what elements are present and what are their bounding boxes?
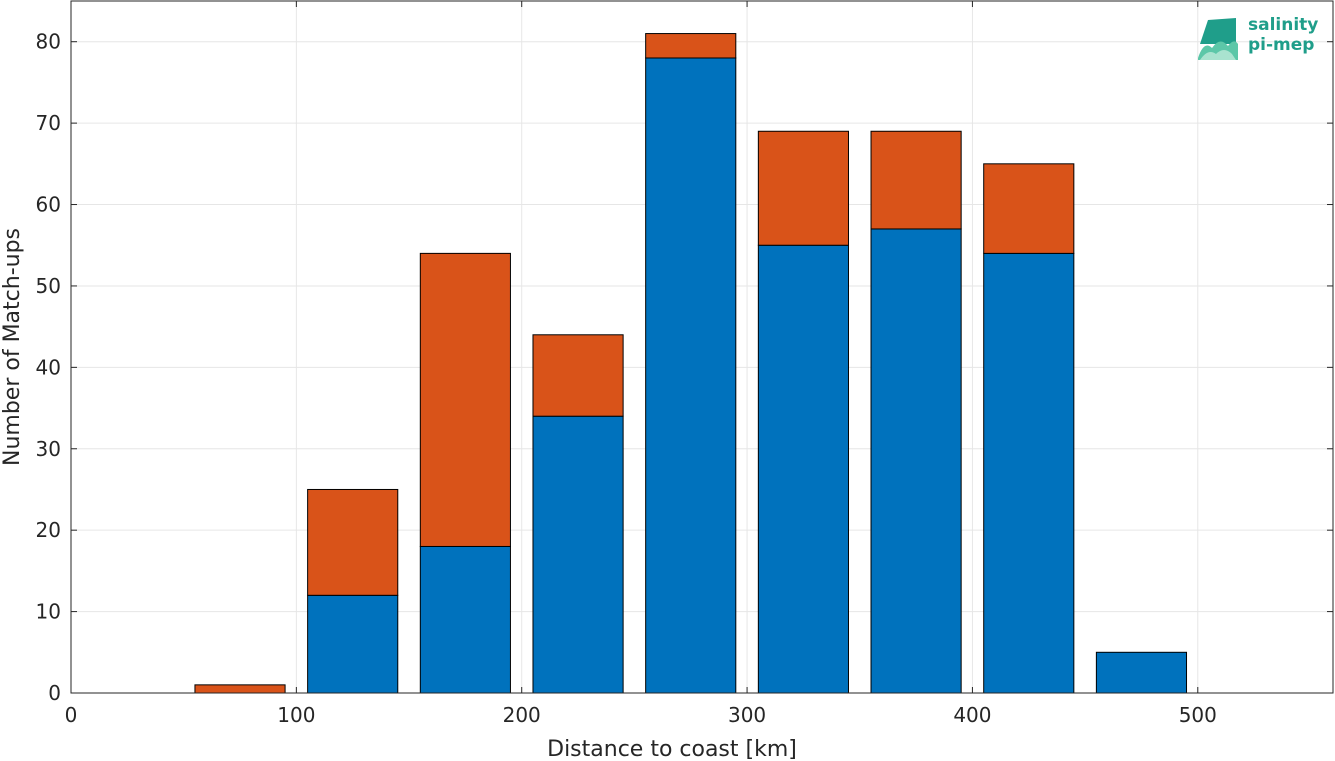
bar-series-2 bbox=[419, 252, 511, 547]
x-tick-label: 400 bbox=[953, 703, 991, 727]
x-tick-label: 0 bbox=[65, 703, 78, 727]
bar-series-1 bbox=[983, 252, 1075, 694]
bar-series-2 bbox=[983, 163, 1075, 254]
bar-series-2 bbox=[645, 33, 737, 59]
bar-series-2 bbox=[194, 684, 286, 694]
y-tick-label: 20 bbox=[36, 518, 61, 542]
y-tick-label: 50 bbox=[36, 274, 61, 298]
bar-series-2 bbox=[532, 334, 624, 417]
y-tick-label: 0 bbox=[48, 681, 61, 705]
bar-series-1 bbox=[757, 244, 849, 694]
bars bbox=[194, 33, 1188, 694]
y-tick-label: 10 bbox=[36, 600, 61, 624]
bar-series-1 bbox=[532, 415, 624, 694]
y-tick-label: 40 bbox=[36, 355, 61, 379]
y-tick-label: 30 bbox=[36, 437, 61, 461]
x-tick-label: 100 bbox=[277, 703, 315, 727]
x-tick-label: 500 bbox=[1179, 703, 1217, 727]
y-axis-ticks: 0 10 20 30 40 50 60 70 80 bbox=[36, 30, 1333, 705]
y-tick-label: 80 bbox=[36, 30, 61, 54]
salinity-pi-mep-logo: salinity pi-mep bbox=[1196, 12, 1326, 66]
waves-logo-icon bbox=[1198, 18, 1238, 60]
bar-series-2 bbox=[870, 130, 962, 230]
logo-line-2: pi-mep bbox=[1248, 35, 1315, 55]
x-tick-label: 300 bbox=[728, 703, 766, 727]
y-tick-label: 60 bbox=[36, 193, 61, 217]
bar-series-1 bbox=[1095, 651, 1188, 694]
bar-series-1 bbox=[645, 57, 737, 694]
x-axis-label: Distance to coast [km] bbox=[547, 737, 797, 761]
y-axis-label: Number of Match-ups bbox=[0, 228, 25, 466]
bar-series-1 bbox=[307, 594, 399, 694]
y-tick-label: 70 bbox=[36, 111, 61, 135]
x-axis-ticks: 0 100 200 300 400 500 bbox=[65, 1, 1217, 727]
bar-series-1 bbox=[870, 228, 962, 694]
bar-series-2 bbox=[757, 130, 849, 246]
axes-box bbox=[70, 0, 1334, 694]
x-tick-label: 200 bbox=[503, 703, 541, 727]
bar-series-1 bbox=[419, 545, 511, 694]
bar-series-2 bbox=[307, 488, 399, 596]
logo-line-1: salinity bbox=[1248, 15, 1319, 35]
